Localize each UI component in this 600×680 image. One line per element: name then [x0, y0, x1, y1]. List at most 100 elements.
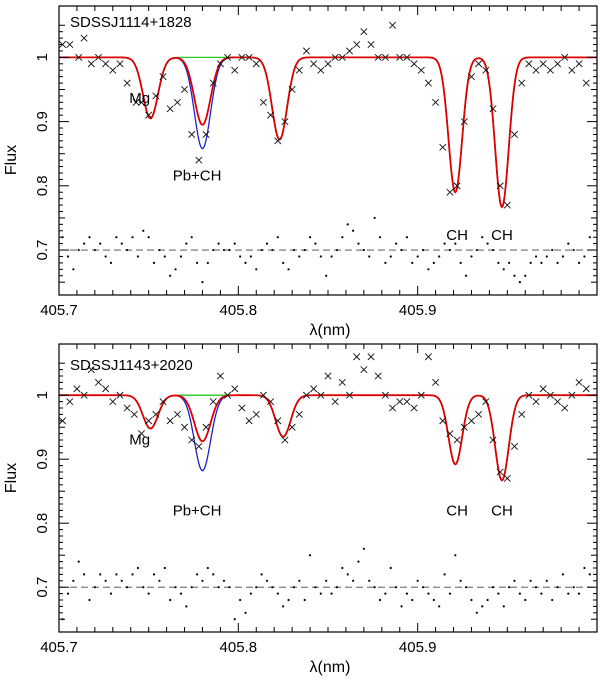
panel-top-residual-point [115, 236, 118, 239]
panel-bottom-observed-point [432, 378, 440, 386]
panel-bottom-residual-point [545, 579, 548, 582]
panel-bottom-residual-point [77, 560, 80, 563]
panel-bottom-observed-point [417, 391, 425, 399]
panel-bottom-residual-point [276, 592, 279, 595]
panel-top-residual-point [244, 261, 247, 264]
panel-top-residual-point [529, 261, 532, 264]
panel-top-residual-point [325, 274, 328, 277]
panel-top-residual-point [265, 242, 269, 245]
panel-bottom-observed-point [353, 353, 361, 361]
panel-top-residual-point [158, 248, 161, 252]
panel-top-residual-point [330, 255, 333, 258]
panel-bottom-observed-point [181, 423, 189, 431]
panel-bottom-residual-point [325, 579, 328, 582]
panel-bottom-residual-point [131, 573, 134, 576]
panel-top-observed-point [367, 41, 375, 49]
panel-top-residual-point [83, 242, 86, 245]
panel-top-residual-point [308, 236, 312, 239]
panel-bottom-observed-point [503, 474, 511, 482]
panel-bottom-residual-point [432, 598, 435, 602]
panel-top-observed-point [310, 60, 318, 68]
panel-bottom-residual-point [486, 598, 489, 602]
panel-bottom-observed-point [453, 436, 461, 444]
panel-top-residual-point [88, 236, 91, 239]
panel-bottom-observed-point [561, 404, 569, 412]
panel-top-residual-point [378, 236, 382, 239]
panel-bottom-observed-point [130, 410, 138, 418]
panel-top-frame [58, 5, 598, 296]
panel-top-residual-point [335, 248, 339, 252]
panel-bottom-observed-point [281, 436, 289, 444]
panel-bottom-observed-point [216, 372, 224, 380]
panel-bottom-observed-point [575, 378, 583, 386]
panel-bottom-residual-point [319, 592, 322, 595]
panel-top-observed-point [453, 182, 461, 190]
panel-top-observed-point [145, 111, 153, 119]
panel-bottom-observed-point [374, 372, 382, 380]
panel-top-residual-point [572, 248, 575, 252]
panel-bottom-residual-point [142, 586, 145, 589]
panel-top-residual-point [577, 261, 581, 264]
panel-top-observed-point [396, 53, 404, 61]
panel-bottom-observed-point [360, 366, 368, 374]
panel-top-observed-point [575, 60, 583, 68]
panel-top-residual-point [206, 261, 209, 264]
panel-bottom-observed-point [202, 423, 210, 431]
panel-bottom-residual-point [443, 573, 446, 576]
panel-bottom-observed-point [209, 398, 217, 406]
panel-top-residual-point [120, 242, 123, 245]
panel-top-residual-point [126, 248, 129, 252]
panel-bottom-residual-point [561, 573, 565, 576]
panel-top-residual-point [314, 242, 317, 245]
panel-bottom-residual-point [206, 566, 209, 570]
panel-bottom-observed-point [238, 404, 246, 412]
panel-top-residual-point [282, 261, 285, 264]
panel-top-residual-point [368, 255, 371, 258]
panel-bottom-residual-point [395, 586, 398, 589]
panel-top-residual-point [99, 242, 102, 245]
panel-bottom-observed-point [252, 410, 260, 418]
panel-bottom-residual-point [459, 579, 462, 582]
panel-top-residual-point [470, 255, 473, 258]
panel-top-observed-point [116, 60, 124, 68]
panel-top-residual-point [395, 242, 398, 245]
panel-top-observed-point [87, 60, 95, 68]
panel-top-observed-point [202, 130, 210, 138]
panel-bottom-observed-point [381, 391, 389, 399]
panel-bottom-residual-point [518, 592, 521, 595]
panel-top-residual-point [588, 236, 591, 239]
panel-top-observed-point [245, 53, 253, 61]
panel-bottom-residual-point [389, 566, 392, 570]
panel-top-observed-point [274, 137, 282, 145]
panel-bottom-residual-point [405, 592, 409, 595]
panel-bottom-x-tick-label: 405.8 [220, 639, 258, 656]
panel-bottom-residual-point [572, 586, 575, 589]
panel-bottom: SDSSJ1143+2020 Flux λ(nm) 405.7 405.8 405.… [3, 343, 598, 676]
panel-top-residual-point [185, 242, 188, 245]
panel-top-observed-point [496, 182, 504, 190]
panel-bottom-residual-point [346, 573, 349, 576]
panel-bottom-observed-point [94, 378, 102, 386]
panel-top-observed-point [554, 60, 562, 68]
panel-top-y-tick-label: 0.7 [34, 240, 51, 261]
panel-top-residual-point [362, 248, 365, 252]
panel-top-observed-point [324, 60, 332, 68]
panel-bottom-residual-point [454, 554, 457, 557]
panel-top-y-axis-label: Flux [3, 145, 20, 175]
panel-top-residual-point [416, 255, 419, 258]
panel-top-x-axis-label: λ(nm) [310, 322, 351, 339]
panel-top-residual-point [421, 248, 425, 252]
panel-top-residual-point [174, 268, 177, 271]
panel-bottom-observed-point [482, 398, 490, 406]
panel-bottom-observed-point [489, 436, 497, 444]
panel-top-residual-point [508, 261, 511, 264]
panel-top-residual-point [464, 274, 468, 277]
panel-top-observed-point [94, 53, 102, 61]
panel-top-residual-point [432, 261, 435, 264]
panel-top-residual-point [142, 229, 145, 232]
panel-bottom-observed-point [475, 410, 483, 418]
panel-top-residual-point [341, 236, 344, 239]
panel-bottom-observed-point [137, 430, 146, 438]
panel-bottom-observed-point [367, 353, 375, 361]
panel-bottom-observed-point [568, 391, 576, 399]
